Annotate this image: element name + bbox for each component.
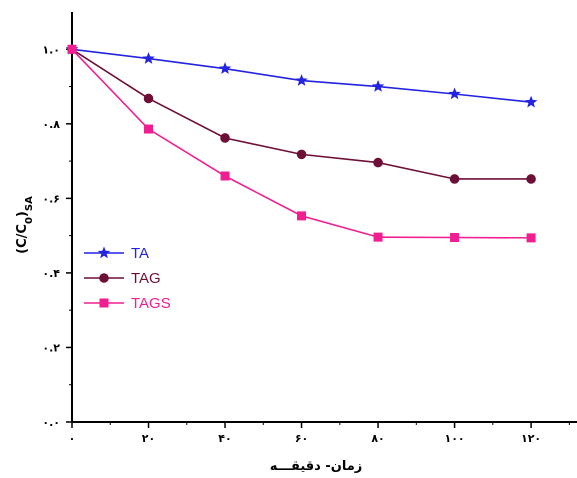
series-tags — [67, 44, 536, 243]
data-point-ta — [295, 74, 308, 86]
series — [65, 42, 538, 243]
y-axis-title: (C/C0)SA — [15, 196, 35, 254]
x-axis-title: زمان- دقیقـــه — [270, 459, 363, 474]
data-point-ta — [524, 95, 538, 108]
data-point-ta — [218, 62, 232, 74]
y-tick-label: ۱.۰ — [42, 43, 60, 56]
series-tag — [67, 44, 536, 184]
x-tick-label: ۱۰۰ — [444, 432, 464, 445]
x-tick-label: ۰ — [69, 432, 76, 445]
data-point-tags — [526, 233, 536, 243]
axes — [71, 12, 577, 423]
data-point-ta — [448, 87, 461, 100]
x-tick-label: ۱۲۰ — [521, 432, 541, 445]
data-point-tag — [296, 149, 307, 160]
x-tick-label: ۲۰ — [142, 432, 155, 445]
x-tick-label: ۶۰ — [295, 432, 308, 445]
legend: TA TAG TAGS — [84, 245, 171, 312]
legend-item-tag: TAG — [84, 270, 161, 287]
y-axis-title-main: (C/C — [15, 224, 30, 254]
ticks: ۰ ۲۰ ۴۰ ۶۰ ۸۰ ۱۰۰ ۱۲۰ ۰.۰ ۰.۲ ۰.۴ ۰.۶ ۰.۸ ۱.۰ — [42, 43, 570, 445]
legend-item-tags: TAGS — [84, 295, 171, 312]
y-axis-title-close: ) — [15, 211, 30, 217]
data-point-tags — [450, 233, 460, 242]
legend-marker — [99, 273, 109, 283]
data-point-tags — [220, 171, 230, 181]
y-tick-label: ۰.۸ — [42, 118, 60, 131]
data-point-tag — [526, 174, 536, 184]
data-point-tag — [220, 133, 230, 143]
data-point-tags — [373, 232, 383, 242]
data-point-tag — [143, 93, 154, 104]
x-tick-label: ۴۰ — [218, 432, 231, 445]
legend-item-ta: TA — [84, 245, 149, 262]
y-tick-label: ۰.۴ — [42, 267, 60, 280]
series-ta — [65, 42, 538, 108]
y-tick-label: ۰.۰ — [42, 416, 60, 429]
legend-label: TA — [131, 245, 149, 262]
legend-marker — [97, 246, 111, 259]
legend-label: TAG — [131, 270, 161, 287]
data-point-tags — [297, 211, 307, 221]
y-axis-title-sub0: 0 — [24, 217, 35, 224]
data-point-ta — [371, 80, 385, 92]
y-tick-label: ۰.۶ — [42, 192, 60, 205]
series-line-tag — [71, 48, 532, 180]
data-point-tags — [144, 124, 154, 134]
y-tick-label: ۰.۲ — [42, 341, 60, 354]
data-point-tags — [67, 44, 77, 54]
y-axis-title-subSA: SA — [24, 196, 35, 211]
data-point-tag — [449, 174, 460, 184]
x-tick-label: ۸۰ — [371, 432, 384, 445]
legend-label: TAGS — [131, 295, 171, 312]
legend-marker — [99, 298, 109, 308]
data-point-ta — [142, 52, 155, 64]
data-point-tag — [373, 157, 383, 168]
